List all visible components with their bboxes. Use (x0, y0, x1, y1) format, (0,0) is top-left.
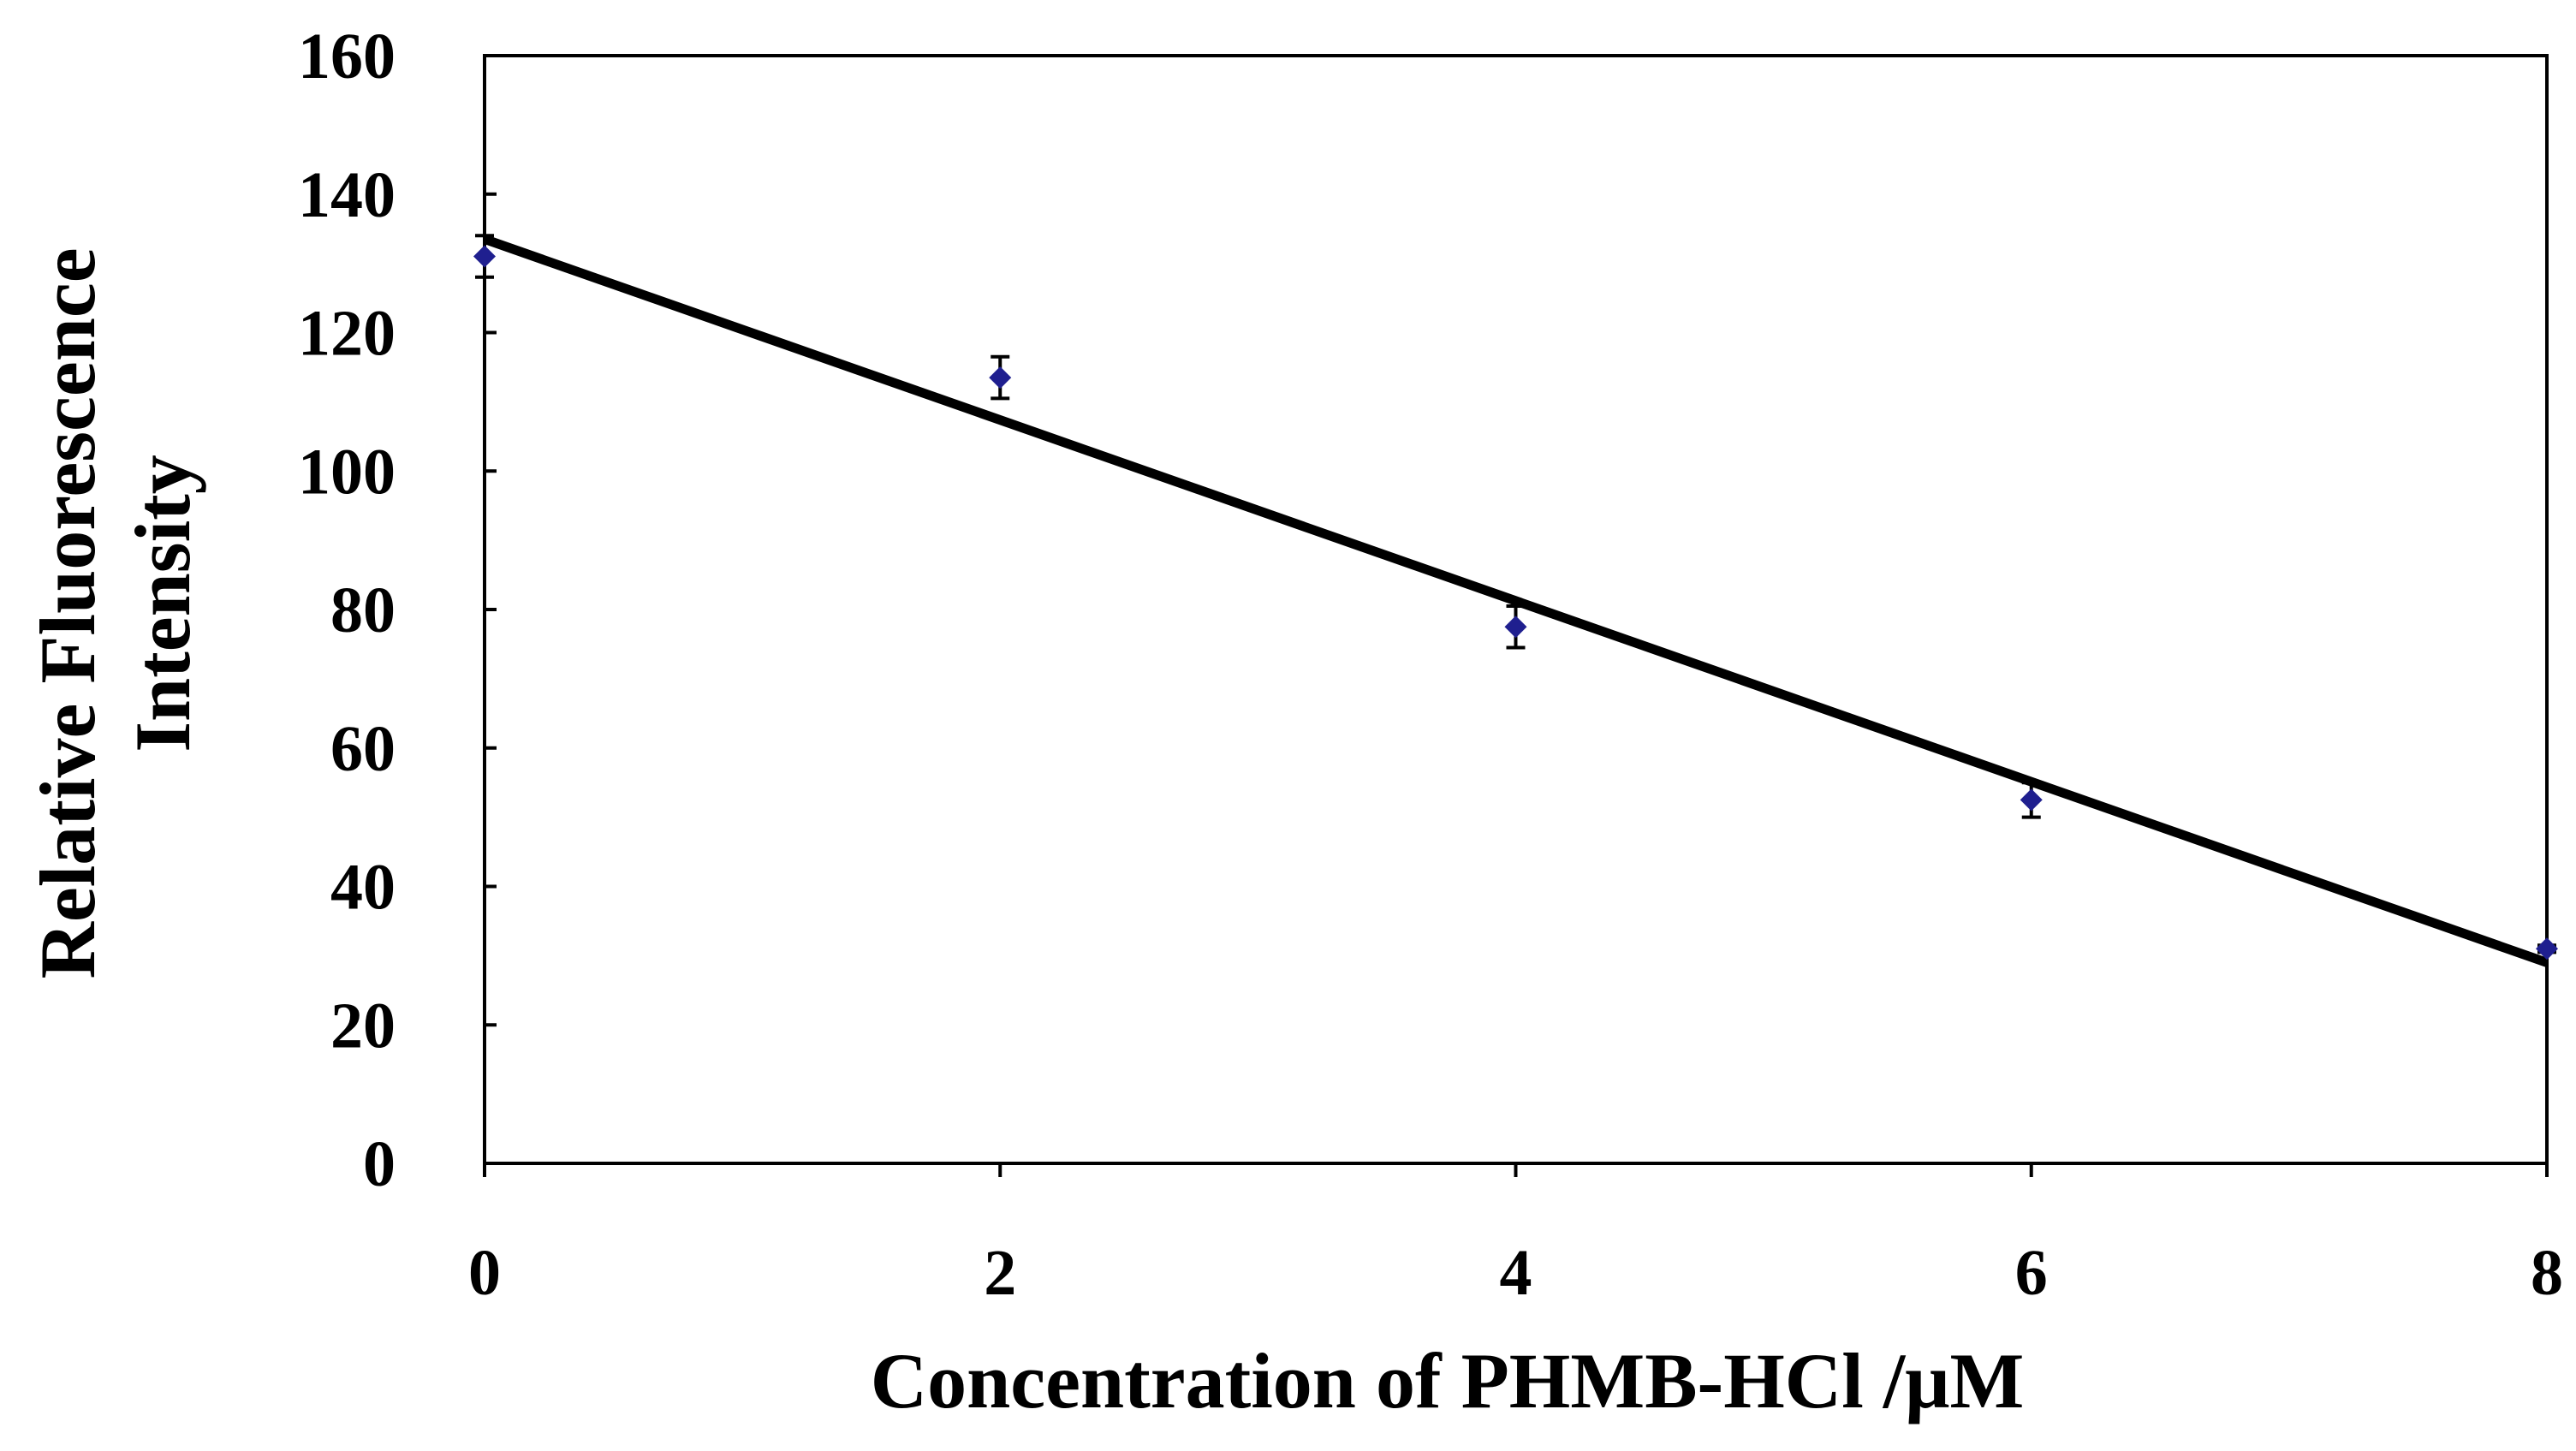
y-tick-label: 20 (330, 990, 396, 1061)
y-tick-label: 60 (330, 713, 396, 785)
data-point (989, 366, 1012, 390)
y-tick-label: 80 (330, 574, 396, 646)
data-points-group (473, 234, 2558, 960)
trendline (483, 235, 2549, 967)
x-axis-title: Concentration of PHMB-HCl /μM (871, 1337, 2025, 1424)
y-axis-title-line-1: Relative Fluorescence (24, 247, 111, 978)
trendline-group (483, 235, 2549, 967)
y-tick-label: 100 (298, 436, 396, 508)
data-point (1504, 615, 1527, 639)
x-tick-label: 4 (1500, 1237, 1532, 1309)
y-tick-label: 140 (298, 159, 396, 231)
x-tick-label: 0 (468, 1237, 501, 1309)
y-axis-title-line-2: Intensity (119, 455, 206, 752)
data-point (473, 245, 496, 268)
y-tick-label: 40 (330, 852, 396, 924)
y-axis-title: Relative Fluorescence Intensity (24, 228, 206, 978)
data-point (2536, 937, 2558, 960)
x-tick-label: 8 (2531, 1237, 2563, 1309)
x-tick-label: 6 (2015, 1237, 2048, 1309)
y-tick-label: 160 (298, 21, 396, 92)
x-tick-label: 2 (984, 1237, 1016, 1309)
y-axis-ticks: 0 20 40 60 80 100 120 140 160 (298, 21, 497, 1200)
data-point (2020, 788, 2043, 812)
y-tick-label: 0 (363, 1128, 396, 1200)
x-axis-ticks: 0 2 4 6 8 (468, 1163, 2563, 1309)
y-tick-label: 120 (298, 298, 396, 370)
